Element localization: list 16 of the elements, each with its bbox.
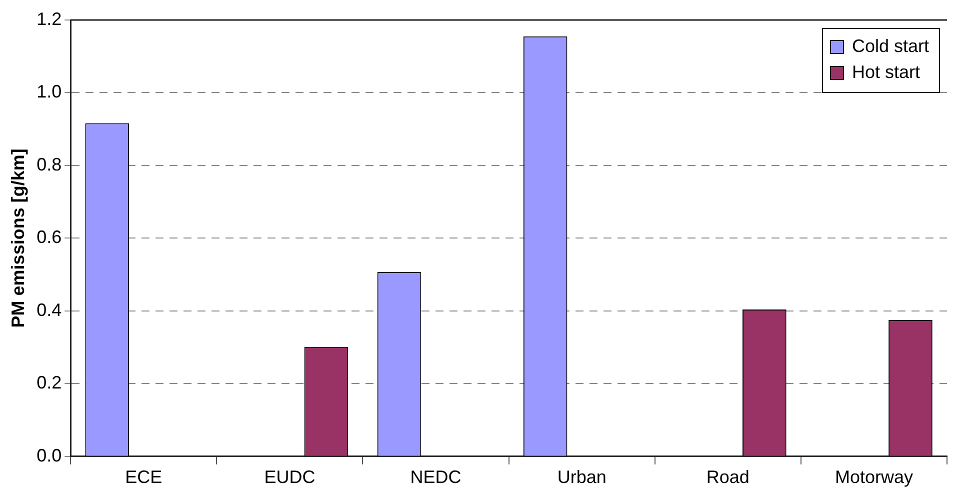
x-tick-label: Urban	[557, 467, 606, 488]
x-tick-label: Motorway	[834, 467, 913, 488]
y-tick-label: 1.0	[36, 82, 62, 102]
y-axis-title: PM emissions [g/km]	[8, 148, 28, 328]
y-tick-label: 0.4	[36, 300, 62, 320]
y-tick-label: 0.2	[36, 372, 62, 393]
x-tick-label: Road	[706, 467, 750, 488]
y-tick-label: 0.8	[36, 154, 62, 174]
x-tick-label: NEDC	[410, 467, 462, 488]
y-tick-label: 0.6	[36, 227, 62, 248]
x-tick-label: ECE	[125, 467, 162, 488]
x-tick-label: EUDC	[264, 467, 316, 488]
legend-label: Hot start	[852, 62, 920, 82]
y-tick-label: 0.0	[36, 445, 62, 466]
y-tick-label: 1.2	[36, 8, 62, 29]
legend-label: Cold start	[852, 36, 930, 56]
